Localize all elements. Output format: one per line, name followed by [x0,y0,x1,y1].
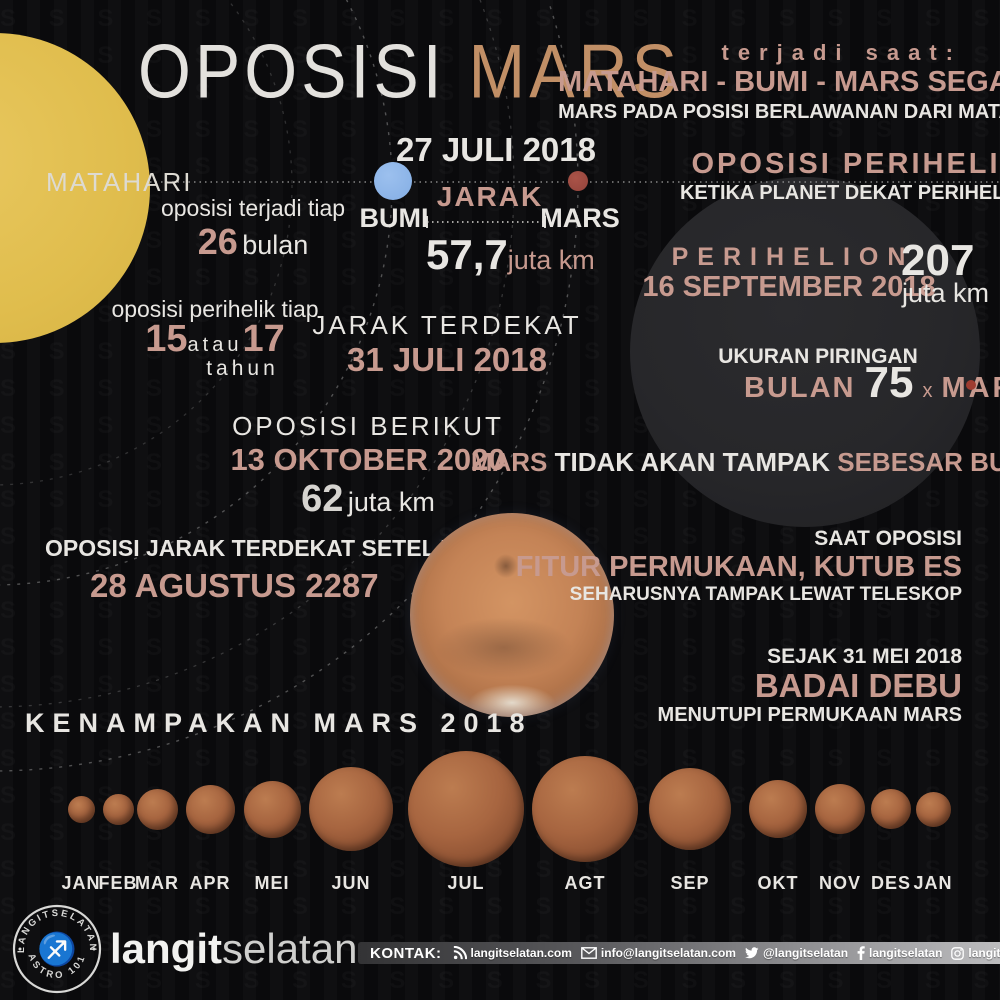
distance-unit: juta km [507,245,595,275]
instagram-icon [951,946,965,960]
ukuran-times: x [922,380,933,402]
contact-email: info@langitselatan.com [581,946,736,960]
title-mars: MARS [468,29,682,115]
langitselatan-logo-badge: LANGITSELATAN ASTRO 101 ♐ [12,904,102,994]
alignment-line2: MARS PADA POSISI BERLAWANAN DARI MATAHAR… [558,101,1000,123]
moon-disc-background [630,177,980,527]
nearest-distance-block: JARAK TERDEKAT 31 JULI 2018 [312,310,582,379]
fact1517-mid: atau [187,334,243,357]
contact-instagram-text: langitselatanmedia [968,946,1000,960]
brand-selatan: selatan [222,925,358,972]
tampak-post: SEBESAR BULAN [837,447,1000,477]
contact-facebook-text: langitselatan [869,946,943,960]
contact-twitter-text: @langitselatan [762,946,849,960]
mars-size-dot [966,380,976,390]
rss-icon [453,946,467,960]
next-opp-date: 13 OKTOBER 2020 [230,441,506,477]
fact1517-unit: tahun [206,356,279,380]
fact1517-num1: 15 [145,318,188,361]
saat-line2: FITUR PERMUKAAN, KUTUB ES [515,551,962,584]
perihelion-date: 16 SEPTEMBER 2018 [642,271,936,303]
fact26-number: 26 [197,221,238,263]
contact-strip: KONTAK: langitselatan.com info@langitsel… [358,942,1000,964]
tampak-line: MARS TIDAK AKAN TAMPAK SEBESAR BULAN [470,447,1000,478]
fact1517-text: oposisi perihelik tiap [111,296,319,322]
perihelion-value: 207 [901,236,975,285]
terjadi-saat-label: terjadi saat: [721,40,962,65]
tampak-bold: TIDAK AKAN TAMPAK [554,447,831,477]
saat-line1: SAAT OPOSISI [814,527,962,550]
twitter-icon [745,947,759,959]
fact26-text: oposisi terjadi tiap [160,195,346,221]
badai-line1: SEJAK 31 MEI 2018 [767,645,962,668]
ukuran-label: UKURAN PIRINGAN [718,345,918,368]
opposition-date: 27 JULI 2018 [396,131,596,168]
next-opp-unit: juta km [347,486,435,517]
logo-outer-ring [12,904,102,994]
jarak-label: JARAK [436,181,544,212]
fact26-unit: bulan [242,230,309,261]
fact1517-num2: 17 [242,318,285,361]
opp2287-date: 28 AGUSTUS 2287 [90,567,379,605]
mars-photo [410,513,614,717]
mars-label: MARS [540,203,620,233]
ukuran-moon: BULAN [744,372,856,404]
sagittarius-archer-icon: ♐ [37,931,77,967]
mail-icon [581,947,597,959]
ukuran-line: BULAN 75 x MARS [744,358,1000,409]
contact-website-text: langitselatan.com [470,946,572,960]
title-oposisi: OPOSISI [138,29,446,115]
contact-instagram: langitselatanmedia [951,946,1000,960]
contact-website: langitselatan.com [453,946,572,960]
sun-label: MATAHARI [46,167,193,197]
badai-line2: BADAI DEBU [754,667,962,705]
opposition-distance: 57,7juta km [426,231,595,279]
fact-perihelic-interval: oposisi perihelik tiap 15atau17 tahun [111,296,318,381]
saat-line3: SEHARUSNYA TAMPAK LEWAT TELESKOP [569,584,962,606]
logo-dot-right [92,947,96,951]
nearest-date: 31 JULI 2018 [347,340,547,378]
earth-dot [374,162,412,200]
brand-langit: langit [110,925,222,972]
contact-email-text: info@langitselatan.com [600,946,736,960]
badai-line3: MENUTUPI PERMUKAAN MARS [657,703,962,726]
alignment-line1: MATAHARI - BUMI - MARS SEGARIS [558,66,1000,98]
perihelion-unit: juta km [902,278,990,308]
ukuran-value: 75 [864,358,914,407]
saat-oposisi-block: SAAT OPOSISI FITUR PERMUKAAN, KUTUB ES S… [516,527,962,606]
kenampakan-title: KENAMPAKAN MARS 2018 [25,708,533,738]
brand-wordmark: langitselatan [110,925,357,973]
logo-dot-left [18,947,22,951]
contact-facebook: langitselatan [857,946,942,960]
page-title: OPOSISI MARS [138,28,681,116]
perihelik-sub: KETIKA PLANET DEKAT PERIHELION [679,182,1000,204]
kontak-label: KONTAK: [370,944,442,962]
next-opp-label: OPOSISI BERIKUT [232,411,504,441]
badai-debu-block: SEJAK 31 MEI 2018 BADAI DEBU MENUTUPI PE… [658,645,962,727]
earth-label: BUMI [359,203,429,233]
facebook-icon [857,946,865,960]
contact-twitter: @langitselatan [745,946,848,960]
mars-orbit-dot [568,171,588,191]
next-opposition-block: OPOSISI BERIKUT 13 OKTOBER 2020 62 juta … [230,411,506,521]
tampak-pre: MARS [470,447,548,477]
perihelion-label: PERIHELION [671,243,915,271]
next-opp-value: 62 [301,477,344,520]
fact-opposition-interval: oposisi terjadi tiap 26 bulan [161,195,345,263]
nearest-label: JARAK TERDEKAT [312,310,582,340]
perihelik-heading: OPOSISI PERIHELIK [691,148,1000,180]
distance-value: 57,7 [426,231,508,278]
